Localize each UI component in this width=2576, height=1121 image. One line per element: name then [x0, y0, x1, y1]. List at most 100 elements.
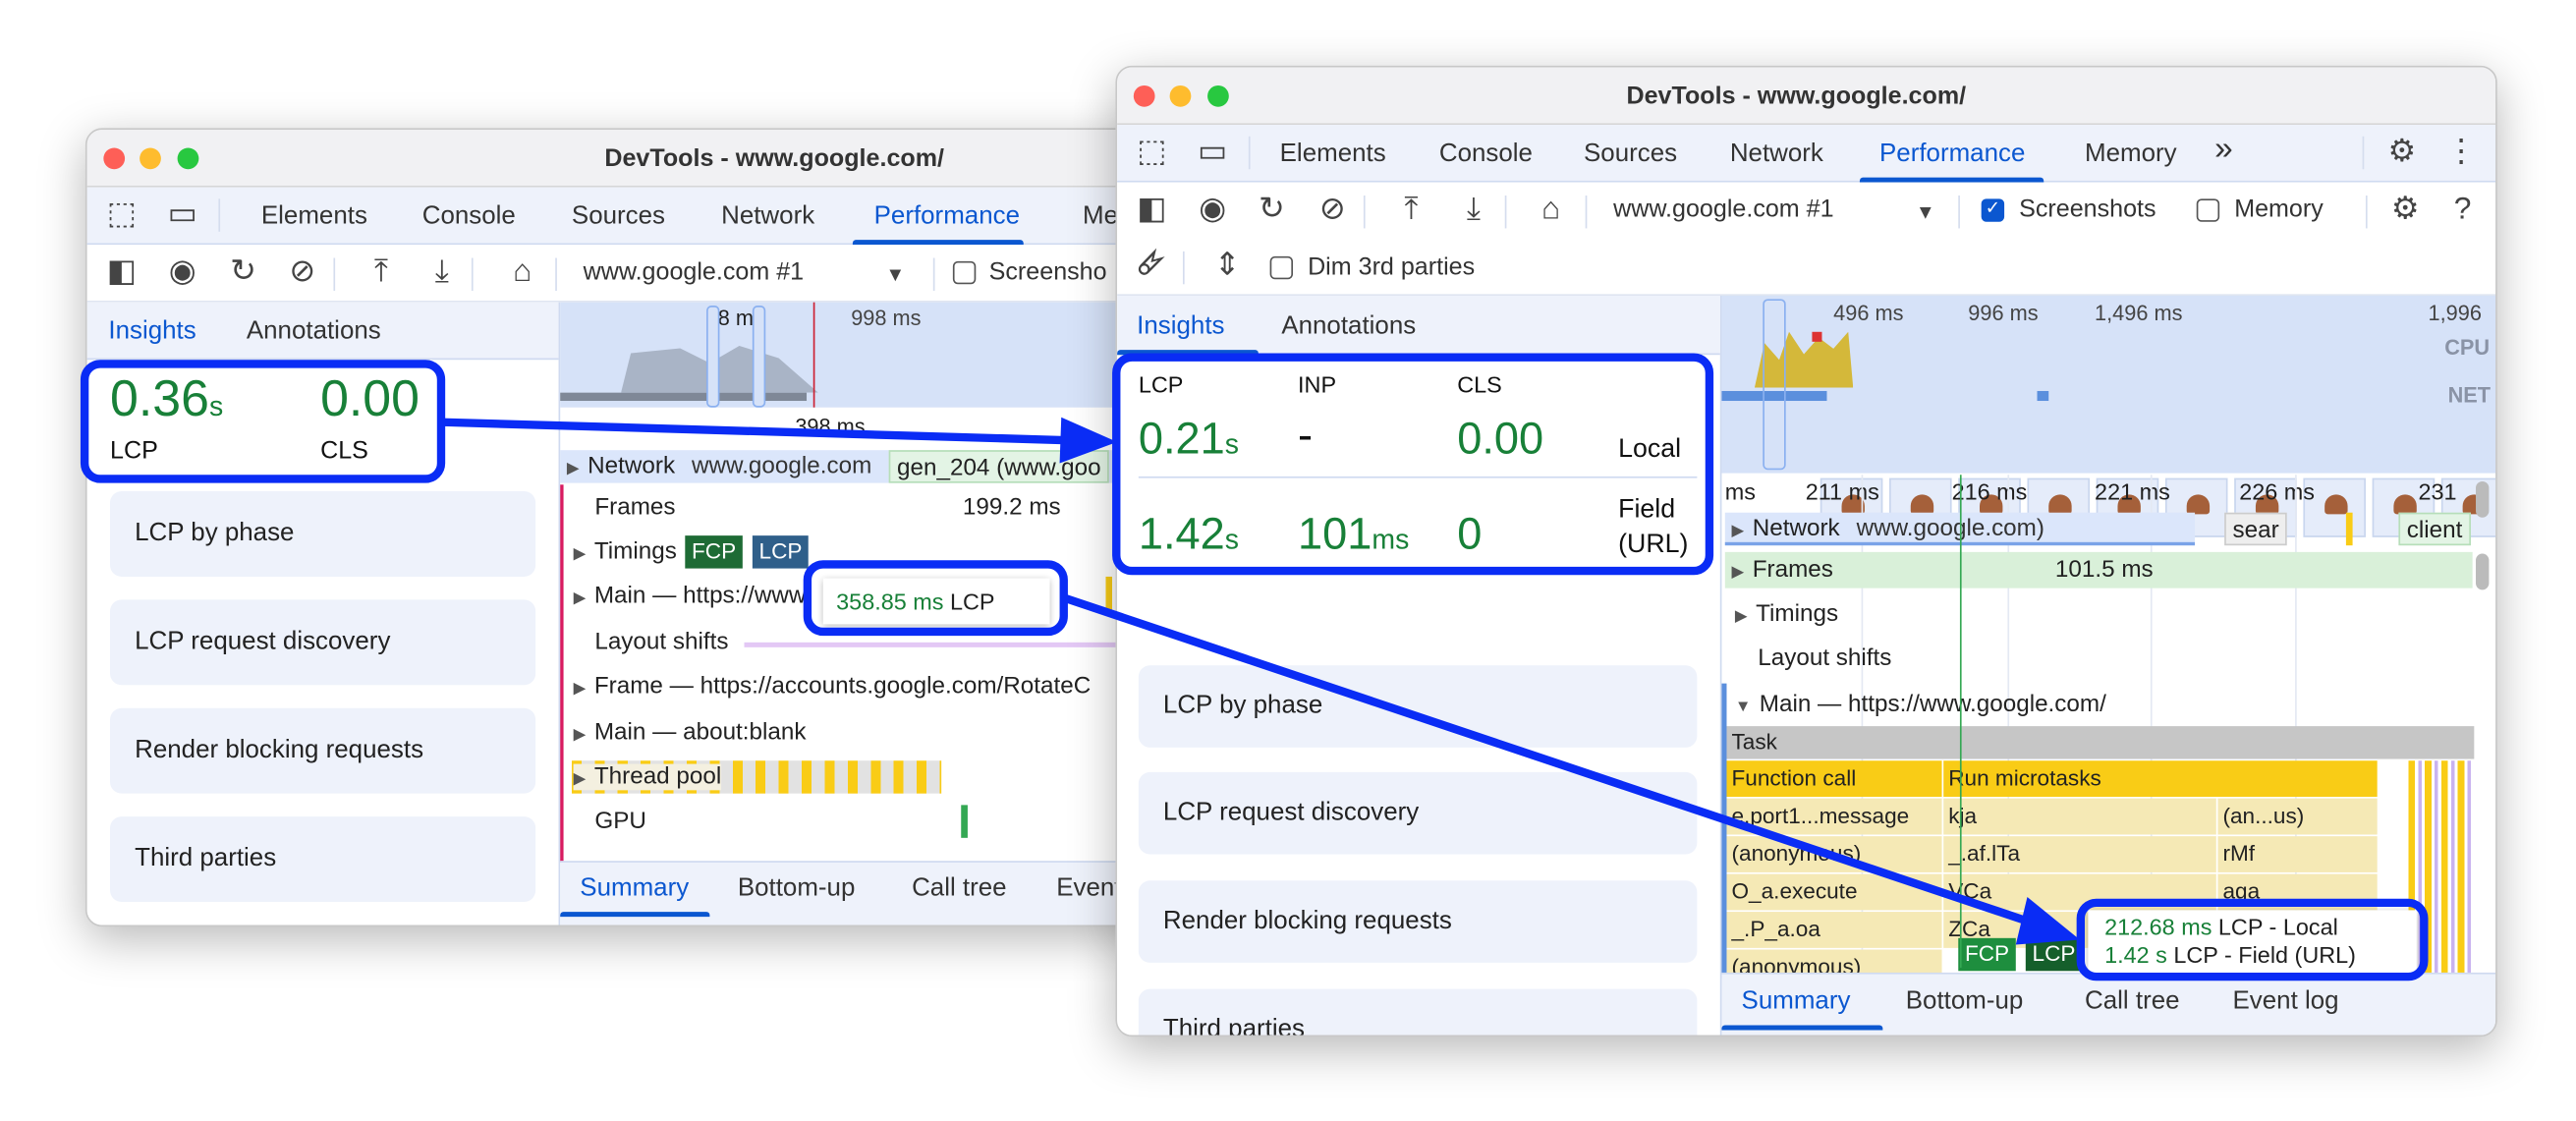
flame-task[interactable]: Task [1726, 726, 2475, 759]
tab-summary[interactable]: Summary [1741, 986, 1851, 1016]
tab-network[interactable]: Network [1729, 140, 1823, 168]
close-window-button[interactable] [1133, 84, 1155, 107]
tab-console[interactable]: Console [421, 201, 516, 231]
flame-entry[interactable]: e.port1...message [1726, 798, 1942, 835]
tab-performance[interactable]: Performance [873, 201, 1020, 231]
tab-sources[interactable]: Sources [1584, 140, 1678, 168]
flame-run-microtasks[interactable]: Run microtasks [1943, 760, 2378, 798]
memory-checkbox[interactable] [2196, 198, 2220, 222]
main-track[interactable]: ▶ Main — https://www [573, 583, 807, 610]
tab-call-tree[interactable]: Call tree [2085, 986, 2180, 1016]
tab-call-tree[interactable]: Call tree [912, 873, 1007, 903]
tab-memory[interactable]: Me [1082, 201, 1119, 231]
minimize-window-button[interactable] [1169, 84, 1192, 107]
insight-lcp-by-phase[interactable]: LCP by phase [1138, 665, 1698, 748]
more-tabs-button[interactable]: » [2214, 131, 2233, 168]
record-icon[interactable]: ◉ [168, 254, 196, 290]
download-icon[interactable]: ⤓ [1466, 192, 1481, 227]
flame-entry[interactable]: (an...us) [2217, 798, 2378, 835]
flame-entry[interactable]: _.P_a.oa [1726, 912, 1942, 948]
flame-function-call[interactable]: Function call [1726, 760, 1942, 798]
tab-performance[interactable]: Performance [1878, 140, 2026, 168]
range-handle-right[interactable] [752, 306, 766, 408]
tab-console[interactable]: Console [1438, 140, 1533, 168]
home-icon[interactable]: ⌂ [1540, 192, 1561, 227]
tab-elements[interactable]: Elements [1279, 140, 1386, 168]
flame-entry[interactable]: _.af.lTa [1943, 836, 2216, 872]
lcp-marker[interactable]: LCP [2025, 937, 2082, 972]
tab-insights[interactable]: Insights [1137, 311, 1225, 341]
frames-track[interactable]: Frames [594, 494, 676, 522]
upload-icon[interactable]: ⤒ [1404, 192, 1419, 227]
capture-settings-icon[interactable]: ⚙ [2390, 192, 2420, 227]
help-icon[interactable]: ? [2453, 192, 2472, 227]
tab-summary[interactable]: Summary [580, 873, 690, 903]
insight-render-blocking[interactable]: Render blocking requests [110, 707, 536, 794]
tab-memory[interactable]: Memory [2085, 140, 2177, 168]
maximize-window-button[interactable] [1207, 84, 1229, 107]
target-select[interactable]: www.google.com #1 [583, 257, 805, 286]
tab-event-log[interactable]: Event [1056, 873, 1122, 903]
network-track[interactable]: ▶ Network www.google.com) sear client [1724, 512, 2481, 546]
layout-shifts-track[interactable]: Layout shifts [1758, 645, 1892, 672]
frames-track[interactable]: ▶ Frames 101.5 ms [1724, 551, 2473, 589]
target-select[interactable]: www.google.com #1 [1613, 195, 1834, 224]
clear-icon[interactable]: ⊘ [289, 254, 315, 290]
clear-icon[interactable]: ⊘ [1318, 192, 1346, 227]
range-handle-left[interactable] [706, 306, 720, 408]
broom-icon[interactable]: 🜸 [1137, 248, 1167, 283]
insight-lcp-request-discovery[interactable]: LCP request discovery [1138, 771, 1698, 855]
main-blank-track[interactable]: ▶ Main — about:blank [573, 719, 807, 747]
collapse-icon[interactable]: ⇕ [1213, 248, 1241, 283]
tab-network[interactable]: Network [721, 201, 815, 231]
upload-icon[interactable]: ⤒ [373, 254, 388, 290]
inspect-element-icon[interactable]: ⬚ [106, 196, 137, 232]
download-icon[interactable]: ⤓ [434, 254, 449, 290]
flame-entry[interactable]: rMf [2217, 836, 2378, 872]
record-icon[interactable]: ◉ [1199, 192, 1226, 227]
device-toolbar-icon[interactable]: ▭ [167, 196, 197, 232]
timings-track[interactable]: ▶ Timings [573, 538, 677, 566]
fcp-marker[interactable]: FCP [685, 535, 743, 569]
maximize-window-button[interactable] [177, 147, 199, 170]
insight-lcp-by-phase[interactable]: LCP by phase [110, 490, 536, 577]
sidebar-toggle-icon[interactable]: ◧ [106, 254, 137, 290]
dim-third-parties-checkbox[interactable] [1269, 255, 1294, 280]
insight-lcp-request-discovery[interactable]: LCP request discovery [110, 599, 536, 686]
more-options-icon[interactable]: ⋮ [2445, 135, 2477, 170]
screenshots-checkbox[interactable] [952, 260, 977, 285]
home-icon[interactable]: ⌂ [513, 254, 532, 290]
lcp-marker[interactable]: LCP [752, 535, 810, 569]
device-toolbar-icon[interactable]: ▭ [1198, 135, 1228, 170]
tab-bottom-up[interactable]: Bottom-up [1905, 986, 2024, 1016]
fcp-marker[interactable]: FCP [1958, 937, 2016, 972]
tab-event-log[interactable]: Event log [2232, 986, 2339, 1016]
close-window-button[interactable] [103, 147, 126, 170]
chevron-down-icon[interactable]: ▼ [885, 262, 906, 286]
tab-sources[interactable]: Sources [571, 201, 666, 231]
timings-track[interactable]: ▶ Timings [1734, 601, 1839, 628]
main-track[interactable]: ▼ Main — https://www.google.com/ [1734, 691, 2106, 718]
layout-shifts-track[interactable]: Layout shifts [594, 629, 729, 656]
screenshots-checkbox[interactable]: ✓ [1981, 198, 2005, 222]
sidebar-toggle-icon[interactable]: ◧ [1137, 192, 1167, 227]
minimize-window-button[interactable] [140, 147, 161, 170]
inspect-element-icon[interactable]: ⬚ [1137, 135, 1167, 170]
insight-third-parties[interactable]: Third parties [1138, 988, 1698, 1036]
chevron-down-icon[interactable]: ▼ [1915, 200, 1935, 224]
tab-bottom-up[interactable]: Bottom-up [737, 873, 856, 903]
timeline-overview[interactable]: 496 ms 996 ms 1,496 ms 1,996 CPU NET [1721, 295, 2496, 474]
reload-icon[interactable]: ↻ [230, 254, 256, 290]
tab-insights[interactable]: Insights [108, 316, 196, 346]
thread-pool-track[interactable]: ▶ Thread pool [573, 763, 722, 791]
flame-entry[interactable]: kja [1943, 798, 2216, 835]
insight-render-blocking[interactable]: Render blocking requests [1138, 880, 1698, 963]
tab-elements[interactable]: Elements [260, 201, 367, 231]
reload-icon[interactable]: ↻ [1258, 192, 1285, 227]
range-handle[interactable] [1763, 299, 1786, 471]
gpu-track[interactable]: GPU [594, 808, 646, 835]
settings-gear-icon[interactable]: ⚙ [2387, 135, 2416, 170]
frame-track[interactable]: ▶ Frame — https://accounts.google.com/Rot… [573, 673, 1092, 701]
insight-third-parties[interactable]: Third parties [110, 816, 536, 903]
tab-annotations[interactable]: Annotations [1281, 311, 1417, 341]
